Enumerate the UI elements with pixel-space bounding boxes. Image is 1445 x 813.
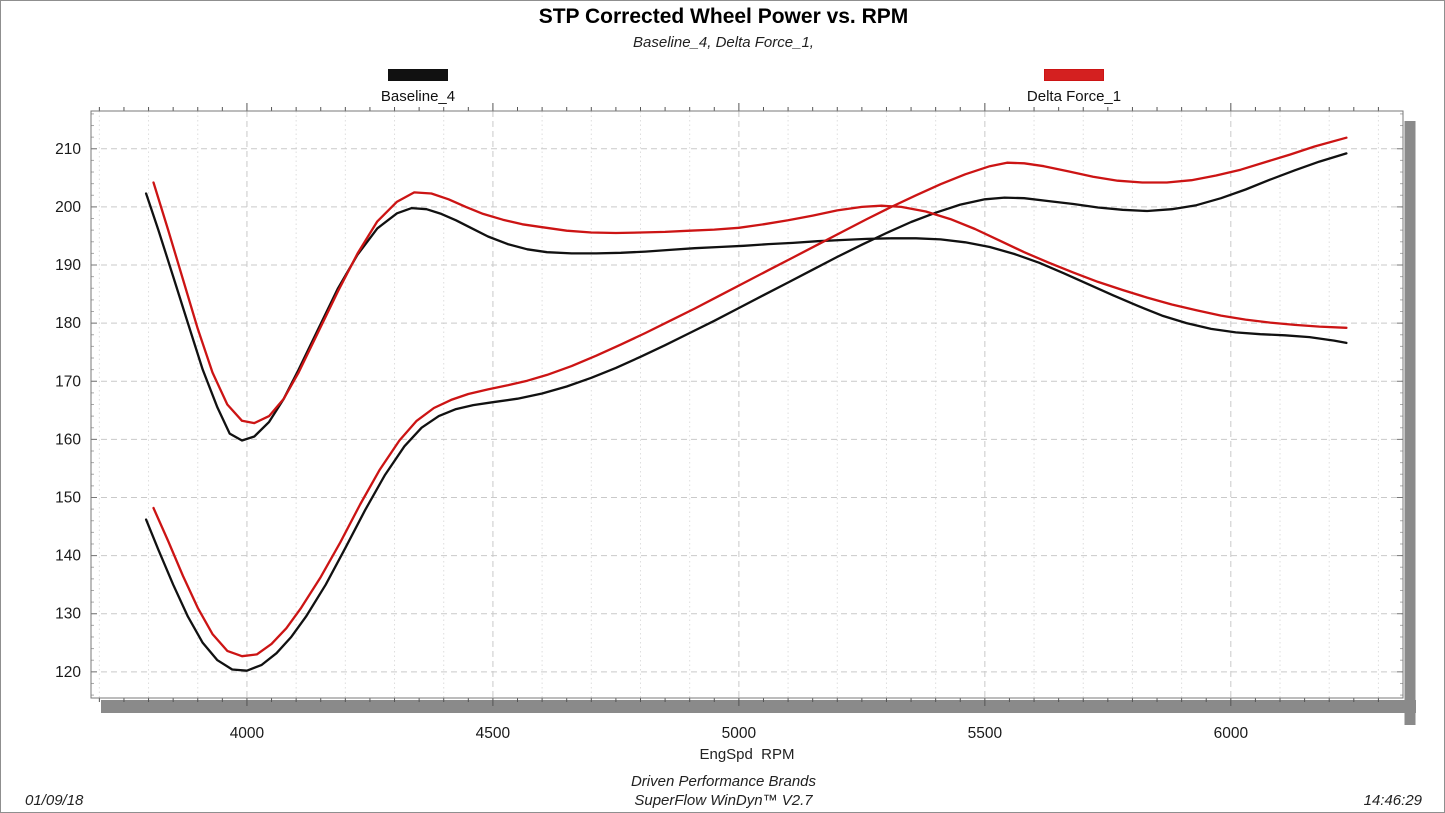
legend-swatch-delta-force-1 bbox=[1044, 69, 1104, 81]
y-tick-label: 150 bbox=[55, 489, 81, 506]
footer-brand-line-1: Driven Performance Brands bbox=[630, 773, 817, 790]
x-tick-label: 6000 bbox=[1214, 725, 1249, 742]
x-axis-label: EngSpd RPM bbox=[699, 746, 795, 763]
footer-brand-line-2: SuperFlow WinDyn™ V2.7 bbox=[634, 792, 813, 809]
x-tick-label: 5500 bbox=[968, 725, 1003, 742]
y-tick-label: 210 bbox=[55, 141, 81, 158]
report-time: 14:46:29 bbox=[1363, 792, 1422, 809]
chart-subtitle: Baseline_4, Delta Force_1, bbox=[633, 34, 814, 51]
y-tick-label: 200 bbox=[55, 199, 81, 216]
legend-swatch-baseline-4 bbox=[388, 69, 448, 81]
y-tick-label: 170 bbox=[55, 373, 81, 390]
y-tick-label: 120 bbox=[55, 664, 81, 681]
y-tick-label: 190 bbox=[55, 257, 81, 274]
legend-label-delta-force-1: Delta Force_1 bbox=[1026, 88, 1122, 105]
report-date: 01/09/18 bbox=[25, 792, 84, 809]
x-tick-label: 4000 bbox=[230, 725, 265, 742]
legend-label-baseline-4: Baseline_4 bbox=[380, 88, 456, 105]
y-tick-label: 160 bbox=[55, 431, 81, 448]
y-tick-label: 130 bbox=[55, 606, 81, 623]
y-tick-label: 140 bbox=[55, 548, 81, 565]
y-tick-label: 180 bbox=[55, 315, 81, 332]
legend-item-baseline-4: Baseline_4 bbox=[343, 69, 493, 105]
x-tick-label: 4500 bbox=[476, 725, 511, 742]
legend-item-delta-force-1: Delta Force_1 bbox=[999, 69, 1149, 105]
x-tick-label: 5000 bbox=[722, 725, 757, 742]
chart-title: STP Corrected Wheel Power vs. RPM bbox=[538, 5, 909, 28]
